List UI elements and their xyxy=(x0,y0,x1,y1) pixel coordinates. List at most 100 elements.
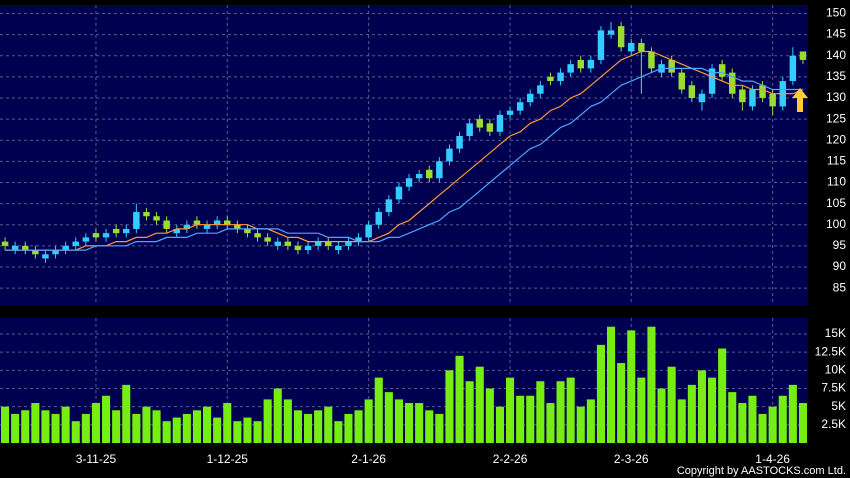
volume-bar xyxy=(798,403,807,443)
candle-body xyxy=(234,224,241,229)
candle-body xyxy=(506,110,514,115)
candle-body xyxy=(153,216,160,221)
volume-bar xyxy=(465,381,474,443)
volume-bar xyxy=(708,377,717,443)
y-tick-label: 15K xyxy=(825,326,846,340)
candle-body xyxy=(32,250,39,255)
candle-body xyxy=(789,55,797,82)
volume-bar xyxy=(647,326,656,443)
candle-body xyxy=(759,85,766,98)
candle-body xyxy=(385,199,393,213)
volume-bar xyxy=(273,388,282,443)
candle-body xyxy=(264,237,271,242)
candle-body xyxy=(294,245,302,251)
candle-body xyxy=(143,212,150,217)
candle-body xyxy=(405,178,413,187)
copyright: Copyright by AASTOCKS.com Ltd. xyxy=(677,465,846,477)
candle-body xyxy=(749,89,756,107)
candle-body xyxy=(193,220,201,225)
volume-bar xyxy=(617,363,626,443)
volume-bar xyxy=(576,406,585,443)
candle-body xyxy=(739,89,746,103)
y-tick-label: 125 xyxy=(826,111,846,125)
y-tick-label: 150 xyxy=(826,6,846,20)
volume-bar xyxy=(192,410,201,443)
volume-bar xyxy=(172,417,181,443)
x-tick-label: 1-4-26 xyxy=(755,452,790,466)
volume-bar xyxy=(364,399,373,443)
y-tick-label: 120 xyxy=(826,132,846,146)
candle-body xyxy=(718,64,726,77)
volume-bar xyxy=(142,406,151,443)
volume-bar xyxy=(586,399,595,443)
candle-body xyxy=(577,59,584,69)
volume-bar xyxy=(485,388,494,443)
volume-bar xyxy=(415,403,424,443)
candle-body xyxy=(133,212,140,229)
volume-bar xyxy=(81,413,90,443)
volume-bar xyxy=(758,413,767,443)
volume-bar xyxy=(31,403,40,443)
volume-bar xyxy=(233,421,242,443)
y-tick-label: 105 xyxy=(826,196,846,210)
volume-bar xyxy=(667,366,676,443)
candle-body xyxy=(537,85,544,94)
y-tick-label: 100 xyxy=(826,217,846,231)
candle-body xyxy=(203,224,211,229)
candle-body xyxy=(62,245,69,251)
candle-body xyxy=(1,241,9,246)
volume-bar xyxy=(546,403,555,443)
volume-bar xyxy=(596,344,605,443)
candle-body xyxy=(436,161,443,179)
candle-body xyxy=(355,237,362,242)
volume-bar xyxy=(374,377,383,443)
y-tick-label: 110 xyxy=(827,175,846,189)
volume-bar xyxy=(203,406,212,443)
volume-bar xyxy=(788,384,797,443)
candle-body xyxy=(325,241,332,246)
y-tick-label: 95 xyxy=(833,238,847,252)
candle-body xyxy=(567,64,574,73)
y-tick-label: 130 xyxy=(826,90,846,104)
volume-bar xyxy=(394,399,403,443)
candle-body xyxy=(678,72,685,90)
x-tick-label: 2-3-26 xyxy=(614,452,649,466)
x-tick-label: 2-2-26 xyxy=(493,452,528,466)
candle-body xyxy=(335,245,342,251)
volume-bar xyxy=(41,410,50,443)
volume-bar xyxy=(627,330,636,443)
candle-body xyxy=(244,228,251,234)
candle-body xyxy=(254,233,261,238)
price-panel xyxy=(0,5,808,305)
volume-bar xyxy=(687,384,696,443)
volume-bar xyxy=(455,355,464,443)
y-tick-label: 115 xyxy=(827,154,846,168)
volume-bar xyxy=(354,410,363,443)
candle-body xyxy=(365,224,372,238)
volume-bar xyxy=(243,417,252,443)
volume-bar xyxy=(304,413,313,443)
volume-bar xyxy=(162,421,171,443)
volume-bar xyxy=(324,406,333,443)
volume-bar xyxy=(283,399,292,443)
candle-body xyxy=(375,212,382,225)
volume-bar xyxy=(61,406,70,443)
candle-body xyxy=(597,30,605,60)
volume-bar xyxy=(1,406,10,443)
volume-bar xyxy=(475,366,484,443)
volume-bar xyxy=(657,388,666,443)
candle-body xyxy=(698,93,706,103)
volume-bar xyxy=(697,370,706,443)
candle-body xyxy=(22,245,29,251)
candle-body xyxy=(173,228,180,234)
x-tick-label: 3-11-25 xyxy=(76,452,117,466)
volume-bar xyxy=(314,410,323,443)
x-tick-label: 2-1-26 xyxy=(351,452,386,466)
moving-average-line xyxy=(5,67,803,251)
y-tick-label: 12.5K xyxy=(815,344,846,358)
candle-body xyxy=(112,228,120,234)
candle-body xyxy=(52,250,59,255)
volume-bar xyxy=(768,406,777,443)
volume-bar xyxy=(11,413,20,443)
